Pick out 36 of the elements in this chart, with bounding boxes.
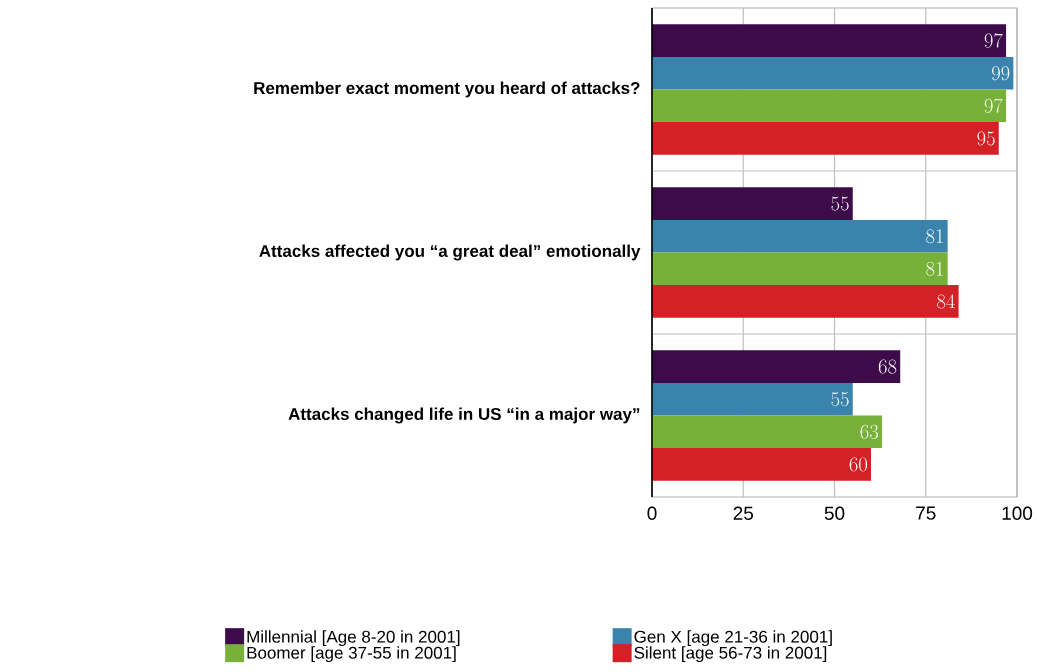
data-label: 97: [984, 33, 1003, 48]
bar: [652, 382, 853, 416]
data-label: 60: [849, 457, 867, 472]
bar: [652, 122, 999, 155]
data-label: 81: [926, 261, 943, 276]
bar: [652, 350, 901, 383]
x-tick-label: 75: [916, 506, 936, 520]
bar: [652, 219, 948, 253]
data-label: 68: [878, 359, 897, 374]
legend-label: Silent [age 56-73 in 2001]: [634, 646, 827, 663]
x-tick-label: 50: [824, 506, 845, 520]
x-tick-label: 0: [647, 506, 657, 520]
bar: [652, 252, 948, 286]
bar: [652, 187, 853, 220]
data-label: 84: [937, 294, 955, 309]
data-label: 99: [991, 66, 1010, 81]
y-tick-label: Remember exact moment you heard of attacks?: [254, 81, 640, 98]
data-label: 63: [860, 424, 879, 439]
data-label: 55: [831, 392, 849, 407]
data-label: 95: [977, 131, 995, 146]
bar: [652, 89, 1007, 123]
bar: [652, 56, 1014, 90]
bar: [652, 285, 959, 318]
y-tick-label: Attacks affected you “a great deal” emotionally: [259, 244, 641, 261]
legend-label: Boomer [age 37-55 in 2001]: [247, 646, 456, 663]
x-tick-label: 100: [1002, 506, 1033, 520]
bar: [652, 415, 882, 449]
legend-label: Gen X [age 21-36 in 2001]: [634, 630, 832, 647]
data-label: 97: [984, 98, 1003, 113]
bar: [652, 448, 871, 481]
data-label: 55: [831, 196, 849, 211]
bar: [652, 24, 1007, 57]
data-label: 81: [926, 229, 943, 244]
x-tick-label: 25: [733, 506, 754, 520]
y-tick-label: Attacks changed life in US “in a major way”: [288, 407, 640, 424]
legend-label: Millennial [Age 8-20 in 2001]: [247, 630, 460, 647]
